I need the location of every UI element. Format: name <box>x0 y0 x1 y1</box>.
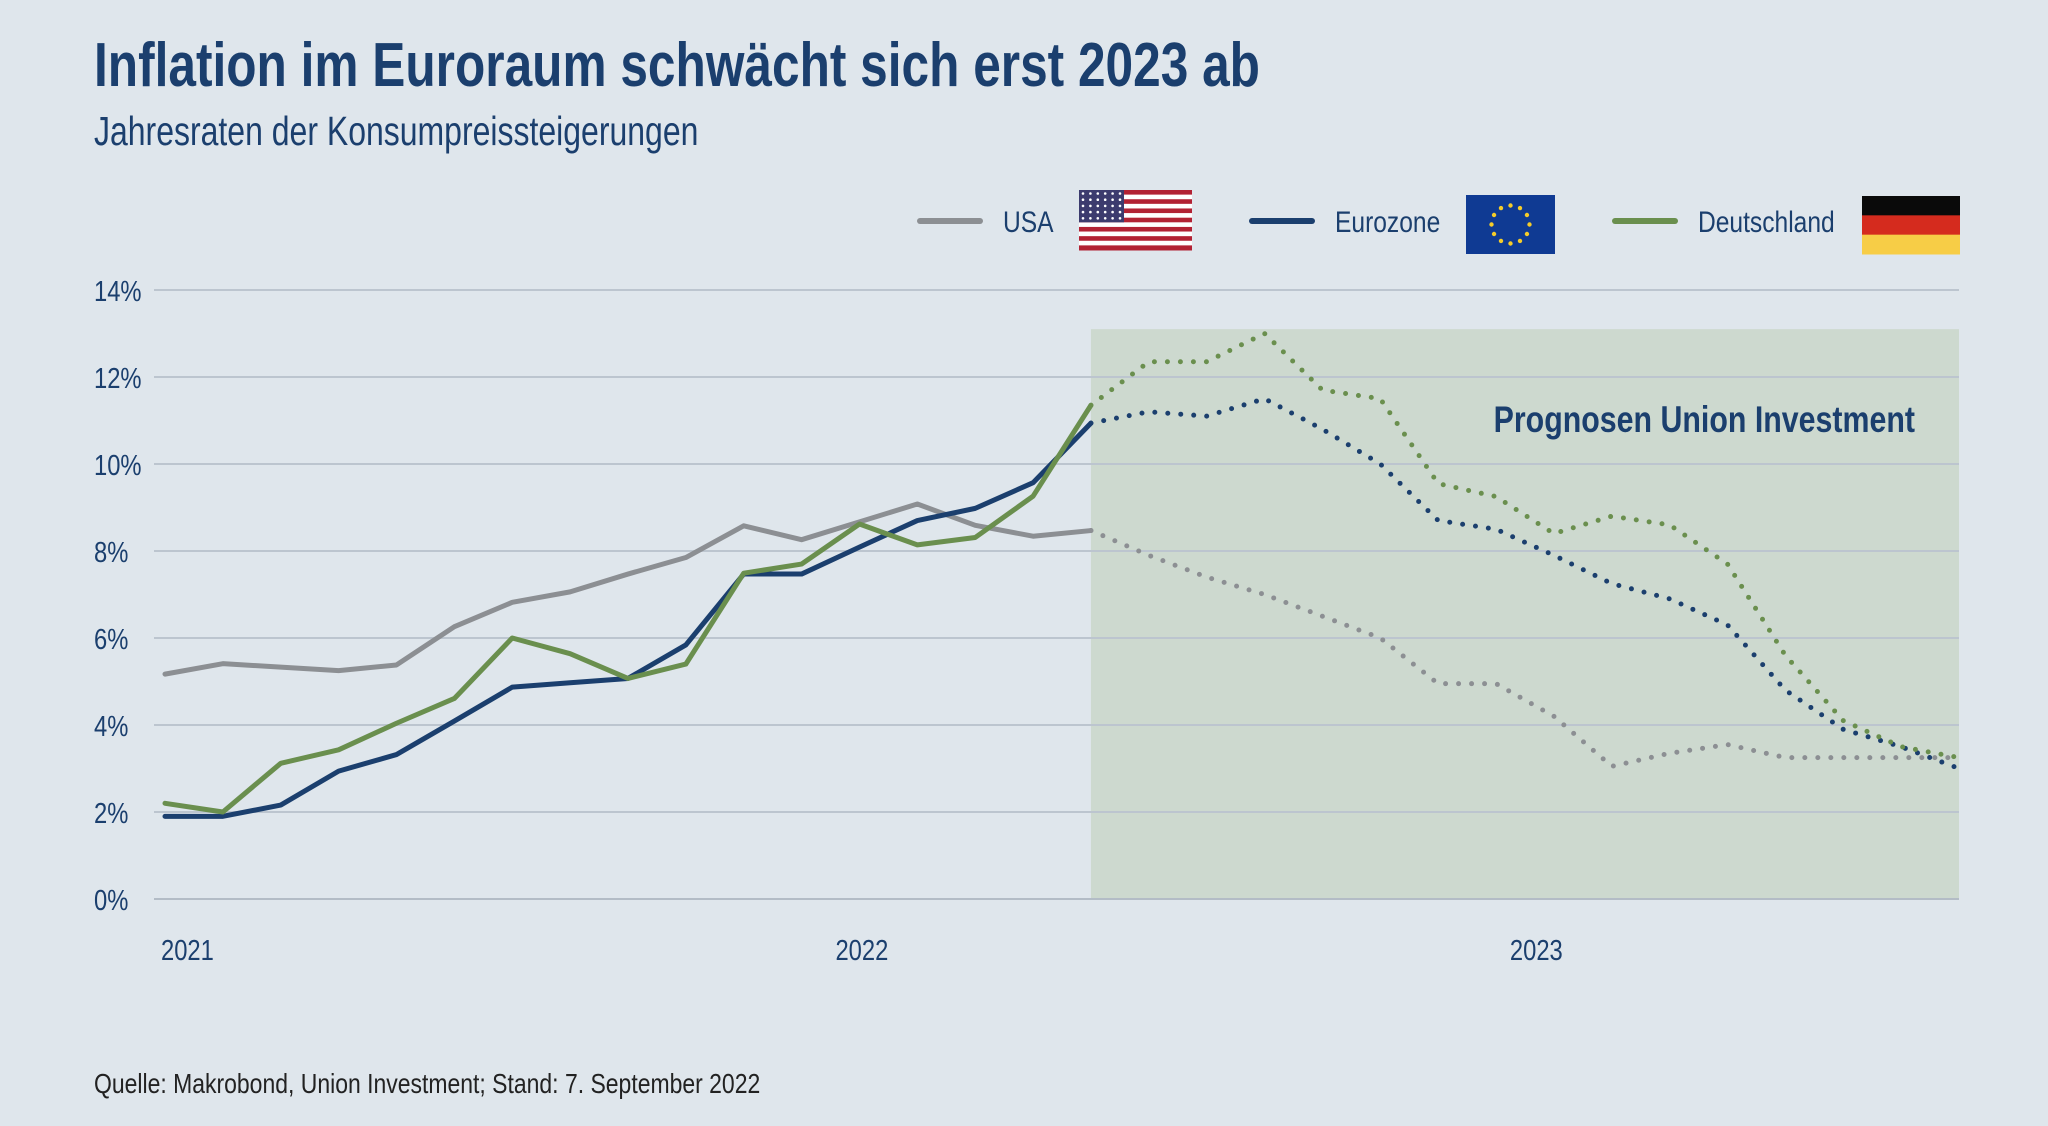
flag-star <box>1096 198 1100 201</box>
flag-star <box>1089 210 1092 214</box>
flag-band <box>1862 215 1960 236</box>
y-tick-label: 12% <box>94 362 142 395</box>
flag-star <box>1096 204 1100 208</box>
x-tick-label: 2022 <box>835 934 888 967</box>
flag-star <box>1103 192 1107 195</box>
y-tick-label: 0% <box>94 884 128 917</box>
flag-star <box>1111 210 1114 214</box>
flag-star <box>1081 210 1085 214</box>
flag-star <box>1081 217 1085 220</box>
source-text: Quelle: Makrobond, Union Investment; Sta… <box>94 1068 761 1099</box>
y-tick-label: 10% <box>94 449 142 482</box>
flag-stripe <box>1079 240 1192 246</box>
flag-star <box>1524 212 1530 218</box>
flag-star <box>1508 203 1513 208</box>
flag-star <box>1524 231 1530 237</box>
flag-star <box>1096 217 1100 220</box>
legend-label: USA <box>1003 205 1054 239</box>
legend: USA Eurozone Deutschland <box>917 190 1960 255</box>
flag-stripe <box>1079 190 1192 196</box>
flag-star <box>1527 222 1532 227</box>
flag-stripe <box>1079 245 1192 251</box>
flag-star <box>1081 192 1085 195</box>
forecast-band <box>1090 329 1959 899</box>
flag-star <box>1118 204 1122 208</box>
flag-star <box>1081 198 1085 201</box>
eu-flag-icon <box>1466 195 1555 254</box>
flag-star <box>1517 205 1523 211</box>
flag-star <box>1089 198 1092 201</box>
flag-star <box>1081 204 1085 208</box>
series-line-forecast <box>1088 396 1962 771</box>
forecast-label: Prognosen Union Investment <box>1494 399 1915 441</box>
flag-stripe <box>1079 231 1192 237</box>
flag-star <box>1103 217 1107 220</box>
flag-star <box>1089 204 1092 208</box>
series-deutschland <box>162 330 1962 815</box>
flag-star <box>1111 198 1114 201</box>
y-tick-label: 8% <box>94 536 128 569</box>
flag-band <box>1862 234 1960 255</box>
series-line-forecast <box>1088 528 1962 770</box>
flag-star <box>1491 212 1497 218</box>
flag-star <box>1111 192 1114 195</box>
flag-stripe <box>1079 194 1192 200</box>
chart-title: Inflation im Euroraum schwächt sich erst… <box>94 30 1551 101</box>
x-tick-label: 2021 <box>161 934 214 967</box>
flag-stripe <box>1079 208 1192 214</box>
legend-item-deutschland: Deutschland <box>1612 196 1960 255</box>
flag-star <box>1089 192 1092 195</box>
flag-stripe <box>1079 213 1192 219</box>
flag-star <box>1103 204 1107 208</box>
flag-star <box>1517 238 1523 244</box>
flag-canton <box>1079 190 1124 223</box>
flag-band <box>1862 196 1960 216</box>
flag-stripe <box>1079 222 1192 228</box>
flag-star <box>1103 198 1107 201</box>
flag-star <box>1118 210 1122 214</box>
flag-star <box>1111 204 1114 208</box>
series-line-historical <box>162 402 1094 815</box>
flag-star <box>1096 192 1100 195</box>
flag-star <box>1103 210 1107 214</box>
y-tick-label: 14% <box>94 275 142 308</box>
flag-stripe <box>1079 236 1192 242</box>
flag-star <box>1489 222 1494 227</box>
flag-star <box>1118 192 1122 195</box>
flag-star <box>1498 205 1504 211</box>
series-usa <box>162 501 1962 770</box>
legend-label: Deutschland <box>1698 205 1835 239</box>
chart-subtitle: Jahresraten der Konsumpreissteigerungen <box>94 108 869 155</box>
legend-item-eurozone: Eurozone <box>1249 195 1555 254</box>
chart-title-text: Inflation im Euroraum schwächt sich erst… <box>94 31 1260 100</box>
series-line-historical <box>162 501 1094 677</box>
flag-stripe <box>1079 203 1192 209</box>
flag-star <box>1096 210 1100 214</box>
source-note: Quelle: Makrobond, Union Investment; Sta… <box>94 1068 906 1100</box>
flag-stripe <box>1079 199 1192 205</box>
usa-flag-icon <box>1079 190 1192 251</box>
flag-star <box>1508 241 1513 246</box>
legend-label: Eurozone <box>1335 205 1440 239</box>
flag-star <box>1089 217 1092 220</box>
y-tick-label: 6% <box>94 623 128 656</box>
x-tick-label: 2023 <box>1510 934 1563 967</box>
flag-star <box>1491 231 1497 237</box>
flag-stripe <box>1079 217 1192 223</box>
y-tick-label: 4% <box>94 710 128 743</box>
flag-star <box>1118 198 1122 201</box>
flag-star <box>1111 217 1114 220</box>
legend-item-usa: USA <box>917 190 1192 251</box>
flag-stripe <box>1079 226 1192 233</box>
flag-star <box>1118 217 1122 220</box>
flag-star <box>1498 238 1504 244</box>
y-tick-label: 2% <box>94 797 128 830</box>
chart-subtitle-text: Jahresraten der Konsumpreissteigerungen <box>94 108 699 154</box>
germany-flag-icon <box>1862 196 1960 255</box>
